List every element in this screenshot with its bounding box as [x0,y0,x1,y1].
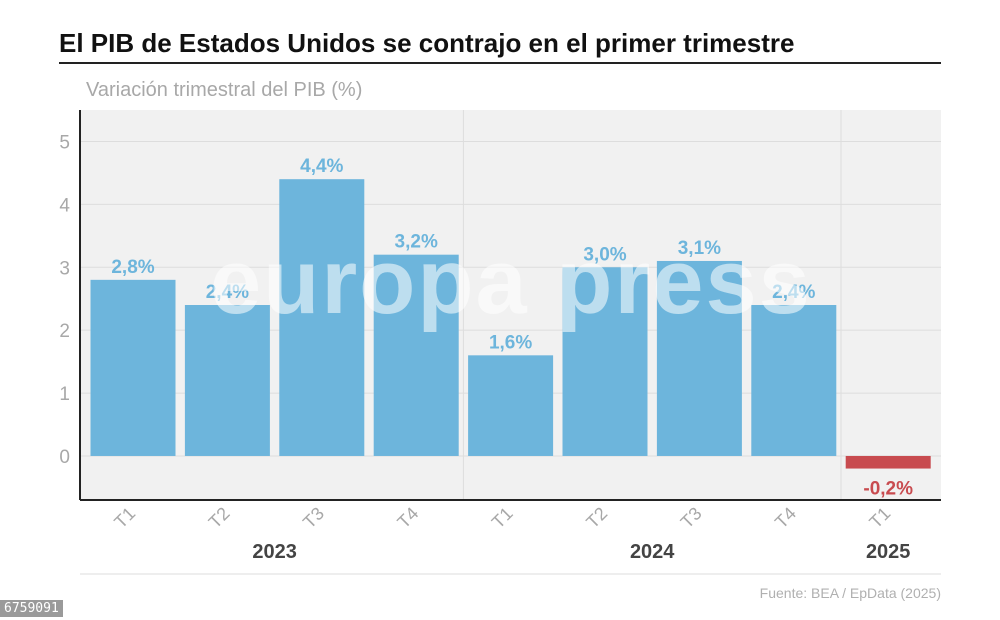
image-code: 6759091 [0,600,63,617]
x-tick-labels: T1 T2 T3 T4 T1 T2 T3 T4 T1 [110,503,894,532]
bar-chart: 0 1 2 3 4 5 2,8% 2,4% 4,4% 3,2% 1,6% 3,0% 3,1% 2,4% -… [59,110,941,575]
x-tick-label: T2 [582,503,611,532]
bar [468,355,554,456]
y-tick-label: 1 [59,384,70,405]
x-tick-label: T1 [110,503,139,532]
data-label: 1,6% [489,332,532,353]
bars [90,179,931,469]
y-tick-label: 5 [59,132,70,153]
bar [184,305,270,456]
title-divider [59,62,941,64]
data-label: -0,2% [863,479,913,500]
bar [656,260,742,456]
bar [373,254,459,456]
y-tick-label: 2 [59,321,70,342]
data-label: 3,0% [583,244,626,265]
data-label: 3,2% [395,232,438,253]
data-label: 4,4% [300,156,343,177]
data-label: 2,8% [111,257,154,278]
bar [845,455,931,469]
y-tick-labels: 0 1 2 3 4 5 [59,132,70,468]
x-tick-label: T4 [771,503,800,532]
data-label: 2,4% [772,282,815,303]
y-tick-label: 4 [59,195,70,216]
data-label: 3,1% [678,238,721,259]
y-axis-label: Variación trimestral del PIB (%) [86,79,363,101]
data-labels: 2,8% 2,4% 4,4% 3,2% 1,6% 3,0% 3,1% 2,4% -0,2% [111,156,913,499]
x-tick-label: T4 [393,503,422,532]
x-tick-label: T1 [865,503,894,532]
bar [751,305,837,456]
bar [279,179,365,456]
x-tick-label: T2 [205,503,234,532]
y-tick-label: 3 [59,258,70,279]
year-separators [462,110,842,500]
year-label: 2023 [252,541,297,563]
data-label: 2,4% [206,282,249,303]
bar [90,279,176,456]
x-tick-label: T1 [488,503,517,532]
chart-title: El PIB de Estados Unidos se contrajo en … [59,28,795,58]
x-tick-label: T3 [677,503,706,532]
year-label: 2024 [630,541,675,563]
bar [562,267,648,456]
source-note: Fuente: BEA / EpData (2025) [759,585,941,601]
year-label: 2025 [866,541,911,563]
y-tick-label: 0 [59,447,70,468]
year-labels: 2023 2024 2025 [252,541,910,563]
x-tick-label: T3 [299,503,328,532]
